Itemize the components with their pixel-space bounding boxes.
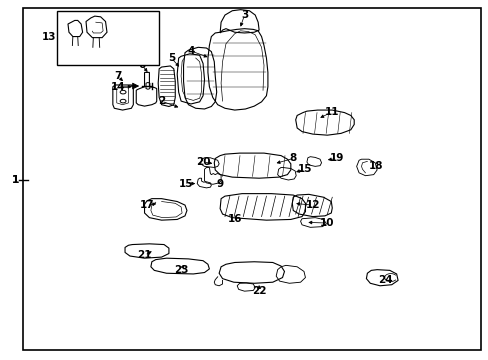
Text: 7: 7 (114, 71, 121, 81)
Text: 14: 14 (110, 82, 125, 92)
Text: 9: 9 (216, 179, 223, 189)
Text: 10: 10 (320, 218, 334, 228)
Text: 5: 5 (167, 53, 175, 63)
Text: 3: 3 (241, 10, 247, 20)
Text: 8: 8 (289, 153, 296, 163)
Text: 16: 16 (227, 215, 242, 224)
Text: 13: 13 (42, 32, 57, 41)
Text: 1: 1 (12, 175, 19, 185)
Text: 4: 4 (187, 46, 194, 56)
Text: 19: 19 (329, 153, 344, 163)
Text: 1: 1 (12, 175, 19, 185)
Bar (57, 12, 159, 65)
Text: 20: 20 (195, 157, 210, 167)
Text: 22: 22 (251, 286, 266, 296)
Text: 23: 23 (174, 265, 188, 275)
Text: 15: 15 (179, 179, 193, 189)
Text: 12: 12 (305, 200, 319, 210)
Text: 11: 11 (325, 107, 339, 117)
Text: 6: 6 (138, 60, 145, 70)
Text: 2: 2 (158, 96, 165, 106)
Text: 15: 15 (298, 164, 312, 174)
Text: 21: 21 (137, 250, 151, 260)
Text: 18: 18 (368, 161, 383, 171)
Text: 17: 17 (140, 200, 154, 210)
Text: 24: 24 (378, 275, 392, 285)
